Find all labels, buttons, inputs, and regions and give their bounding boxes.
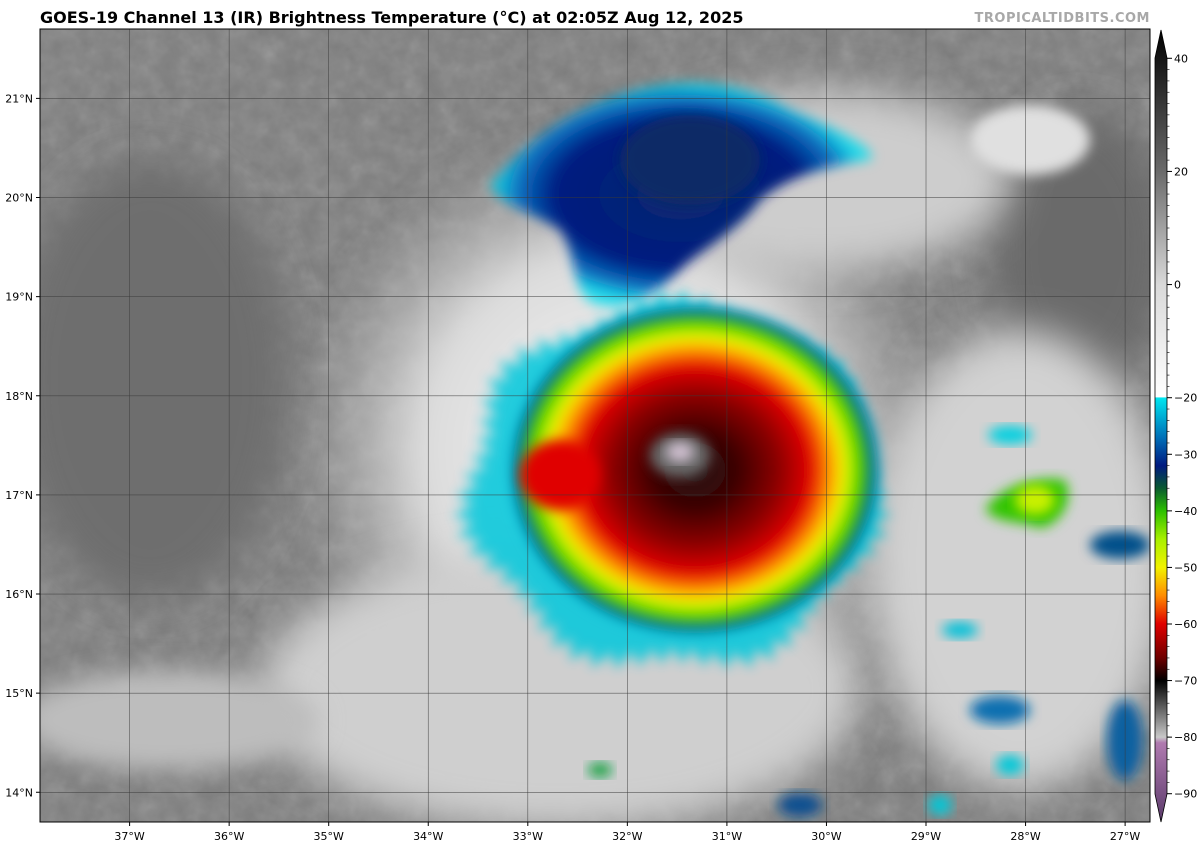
lon-tick-label: 30°W [811, 830, 841, 843]
storm-core [452, 288, 892, 670]
colorbar-tick-label: 20 [1174, 165, 1188, 178]
lat-lon-grid [40, 29, 1150, 822]
colorbar-tick-label: 40 [1174, 52, 1188, 65]
latitude-axis: 21°N 20°N 19°N 18°N 17°N 16°N 15°N 14°N [5, 92, 40, 799]
lon-tick-label: 27°W [1110, 830, 1140, 843]
satellite-imagery [40, 29, 1150, 822]
lon-tick-label: 28°W [1010, 830, 1040, 843]
lon-tick-label: 37°W [114, 830, 144, 843]
colorbar-tick-label: −80 [1174, 731, 1197, 744]
lat-tick-label: 16°N [5, 588, 33, 601]
lon-tick-label: 33°W [513, 830, 543, 843]
colorbar-tick-label: −30 [1174, 448, 1197, 461]
lon-tick-label: 34°W [413, 830, 443, 843]
colorbar-tick-label: −90 [1174, 788, 1197, 801]
lat-tick-label: 15°N [5, 687, 33, 700]
colorbar-tick-label: −70 [1174, 675, 1197, 688]
lon-tick-label: 35°W [314, 830, 344, 843]
lon-tick-label: 29°W [911, 830, 941, 843]
colorbar-tick-label: −50 [1174, 561, 1197, 574]
colorbar-tick-label: −60 [1174, 618, 1197, 631]
lat-tick-label: 17°N [5, 489, 33, 502]
longitude-axis: 37°W 36°W 35°W 34°W 33°W 32°W 31°W 30°W 29°W 28°W… [114, 822, 1140, 843]
colorbar-tick-label: −40 [1174, 505, 1197, 518]
lat-tick-label: 20°N [5, 192, 33, 205]
lon-tick-label: 31°W [712, 830, 742, 843]
colorbar-tick-label: −20 [1174, 392, 1197, 405]
colorbar-tick-label: 0 [1174, 279, 1181, 292]
lat-tick-label: 19°N [5, 291, 33, 304]
lat-tick-label: 21°N [5, 92, 33, 105]
lon-tick-label: 36°W [214, 830, 244, 843]
map-title: GOES-19 Channel 13 (IR) Brightness Tempe… [40, 8, 744, 27]
temperature-colorbar: 40 20 0 −20 −30 −40 −50 −60 −70 −80 −90 [1154, 29, 1197, 823]
lon-tick-label: 32°W [612, 830, 642, 843]
lat-tick-label: 18°N [5, 390, 33, 403]
lat-tick-label: 14°N [5, 786, 33, 799]
map-frame [39, 28, 1151, 823]
site-credit: TROPICALTIDBITS.COM [974, 11, 1150, 26]
